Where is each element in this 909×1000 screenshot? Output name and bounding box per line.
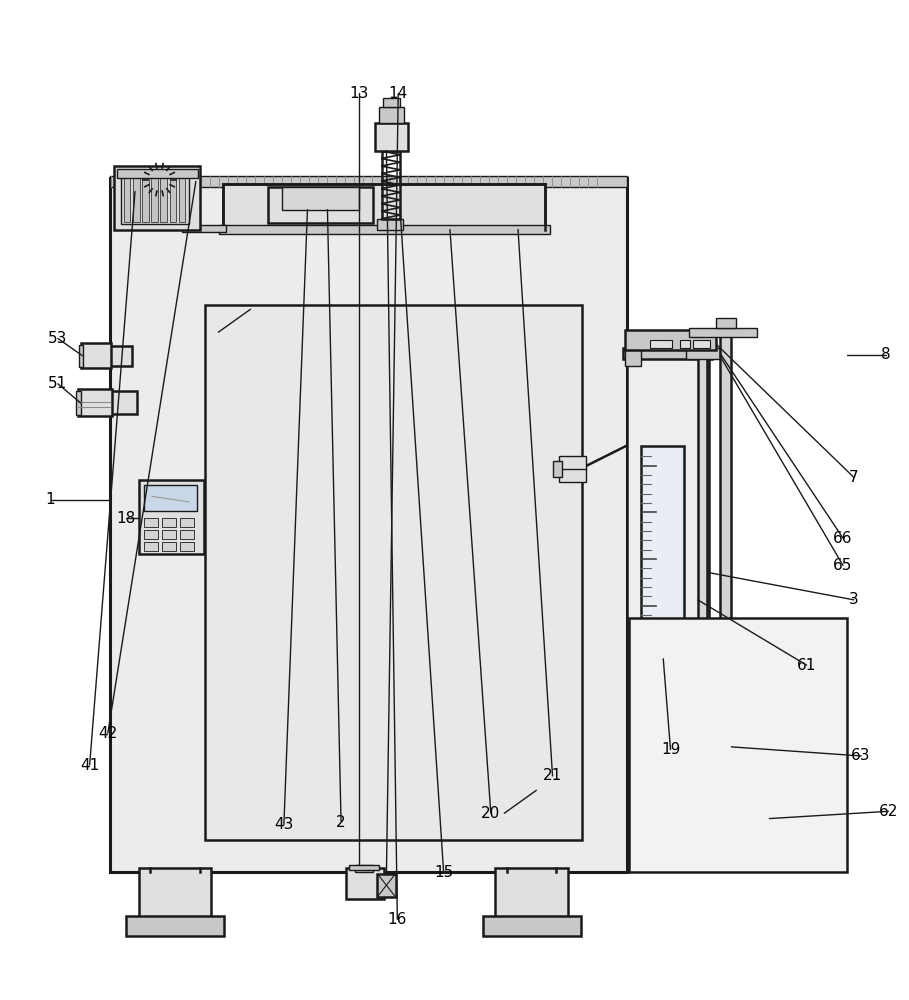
- Bar: [694, 340, 710, 348]
- Text: 63: 63: [852, 748, 871, 763]
- Bar: [145, 485, 196, 511]
- Text: 14: 14: [389, 86, 408, 101]
- Bar: [110, 346, 133, 366]
- Bar: [627, 355, 709, 759]
- Bar: [483, 916, 581, 936]
- Bar: [495, 868, 568, 931]
- Bar: [180, 530, 194, 539]
- Bar: [110, 391, 137, 414]
- Bar: [110, 176, 627, 187]
- Bar: [650, 340, 673, 348]
- Text: 43: 43: [275, 817, 294, 832]
- Bar: [162, 542, 175, 551]
- Bar: [78, 389, 113, 416]
- Text: 20: 20: [481, 806, 501, 821]
- Text: 41: 41: [80, 758, 99, 773]
- Bar: [180, 542, 194, 551]
- Bar: [145, 530, 157, 539]
- Text: 62: 62: [879, 804, 898, 819]
- Bar: [115, 166, 200, 230]
- Bar: [689, 328, 756, 337]
- Bar: [134, 174, 140, 222]
- Bar: [377, 219, 403, 230]
- Bar: [553, 461, 562, 477]
- Bar: [162, 530, 175, 539]
- Text: 19: 19: [661, 742, 680, 757]
- Bar: [139, 480, 204, 554]
- Text: 51: 51: [48, 376, 67, 391]
- Bar: [375, 123, 408, 151]
- Text: 53: 53: [48, 331, 67, 346]
- Bar: [629, 618, 846, 872]
- Bar: [268, 187, 373, 223]
- Bar: [152, 174, 157, 222]
- Text: 66: 66: [834, 531, 853, 546]
- Text: 61: 61: [797, 658, 816, 673]
- Text: 65: 65: [834, 558, 853, 573]
- Bar: [79, 345, 84, 367]
- Bar: [684, 810, 769, 827]
- Text: 7: 7: [849, 470, 859, 485]
- Bar: [178, 174, 185, 222]
- Text: 1: 1: [45, 492, 55, 508]
- Bar: [126, 916, 224, 936]
- Text: 15: 15: [434, 865, 454, 880]
- Bar: [125, 174, 131, 222]
- Text: 8: 8: [881, 347, 891, 362]
- Bar: [160, 174, 166, 222]
- Bar: [122, 171, 189, 224]
- Bar: [139, 868, 211, 931]
- Bar: [721, 328, 732, 813]
- Bar: [180, 518, 194, 527]
- Text: 3: 3: [849, 592, 859, 607]
- Bar: [355, 865, 373, 872]
- Bar: [76, 391, 81, 415]
- Bar: [182, 225, 225, 232]
- Bar: [282, 187, 359, 210]
- Bar: [117, 169, 197, 178]
- Text: 16: 16: [387, 912, 407, 927]
- Bar: [145, 542, 157, 551]
- Bar: [143, 174, 149, 222]
- Bar: [162, 518, 175, 527]
- Text: 21: 21: [543, 768, 562, 783]
- Bar: [559, 456, 586, 482]
- Text: 13: 13: [350, 86, 369, 101]
- Circle shape: [149, 169, 170, 191]
- Bar: [624, 348, 713, 359]
- Bar: [169, 174, 175, 222]
- Bar: [686, 348, 721, 359]
- Bar: [345, 868, 384, 899]
- Bar: [205, 305, 582, 840]
- Bar: [81, 343, 112, 368]
- Text: 2: 2: [336, 815, 345, 830]
- Text: 42: 42: [98, 726, 117, 741]
- Bar: [110, 178, 627, 872]
- Bar: [349, 865, 379, 870]
- Bar: [377, 874, 395, 897]
- Bar: [625, 348, 642, 366]
- Text: 18: 18: [116, 511, 135, 526]
- Bar: [382, 151, 400, 219]
- Bar: [716, 318, 736, 328]
- Bar: [625, 330, 716, 350]
- Bar: [383, 98, 400, 107]
- Bar: [145, 518, 157, 527]
- Bar: [218, 225, 550, 234]
- Bar: [680, 340, 691, 348]
- Bar: [379, 107, 404, 123]
- Bar: [698, 346, 707, 745]
- Bar: [223, 184, 545, 230]
- Bar: [641, 446, 684, 659]
